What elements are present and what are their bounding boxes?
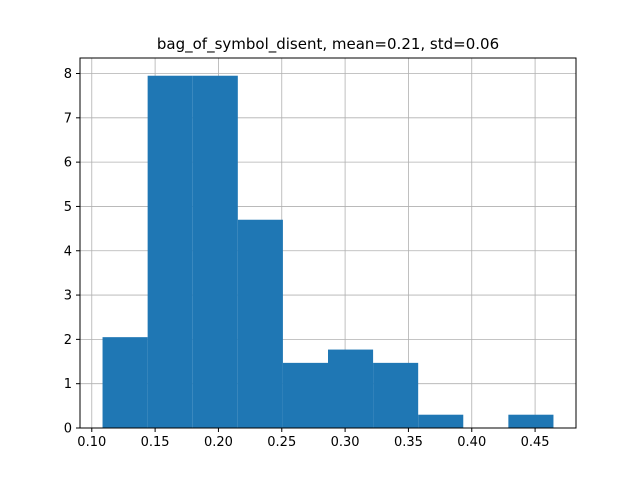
histogram-bar xyxy=(418,414,464,428)
x-tick-label: 0.30 xyxy=(331,435,360,450)
y-tick-label: 3 xyxy=(64,289,72,304)
y-tick-label: 4 xyxy=(64,244,72,259)
x-tick-label: 0.35 xyxy=(394,435,423,450)
y-tick-label: 8 xyxy=(64,67,72,82)
x-tick-label: 0.40 xyxy=(457,435,486,450)
x-tick-label: 0.25 xyxy=(267,435,296,450)
y-tick-label: 6 xyxy=(64,156,72,171)
x-tick-label: 0.10 xyxy=(77,435,106,450)
histogram-bar xyxy=(102,337,148,428)
axes xyxy=(79,57,577,429)
histogram-bar xyxy=(328,349,374,428)
histogram-bar xyxy=(282,362,328,428)
bars xyxy=(102,75,554,428)
x-tick-label: 0.45 xyxy=(521,435,550,450)
y-tick-label: 1 xyxy=(64,377,72,392)
histogram-bar xyxy=(192,75,238,428)
histogram-bar xyxy=(508,414,554,428)
y-tick-label: 7 xyxy=(64,111,72,126)
histogram-bar xyxy=(147,75,193,428)
y-axis-ticks: 0 1 2 3 4 5 6 7 8 xyxy=(64,67,80,437)
histogram-bar xyxy=(373,362,419,428)
x-axis-ticks: 0.10 0.15 0.20 0.25 0.30 0.35 0.40 0.45 xyxy=(77,428,550,450)
y-tick-label: 0 xyxy=(64,422,72,437)
histogram-bar xyxy=(237,219,283,428)
x-tick-label: 0.20 xyxy=(204,435,233,450)
axes-frame xyxy=(79,57,577,429)
x-tick-label: 0.15 xyxy=(141,435,170,450)
chart-title: bag_of_symbol_disent, mean=0.21, std=0.0… xyxy=(157,35,499,54)
y-tick-label: 5 xyxy=(64,200,72,215)
y-tick-label: 2 xyxy=(64,333,72,348)
